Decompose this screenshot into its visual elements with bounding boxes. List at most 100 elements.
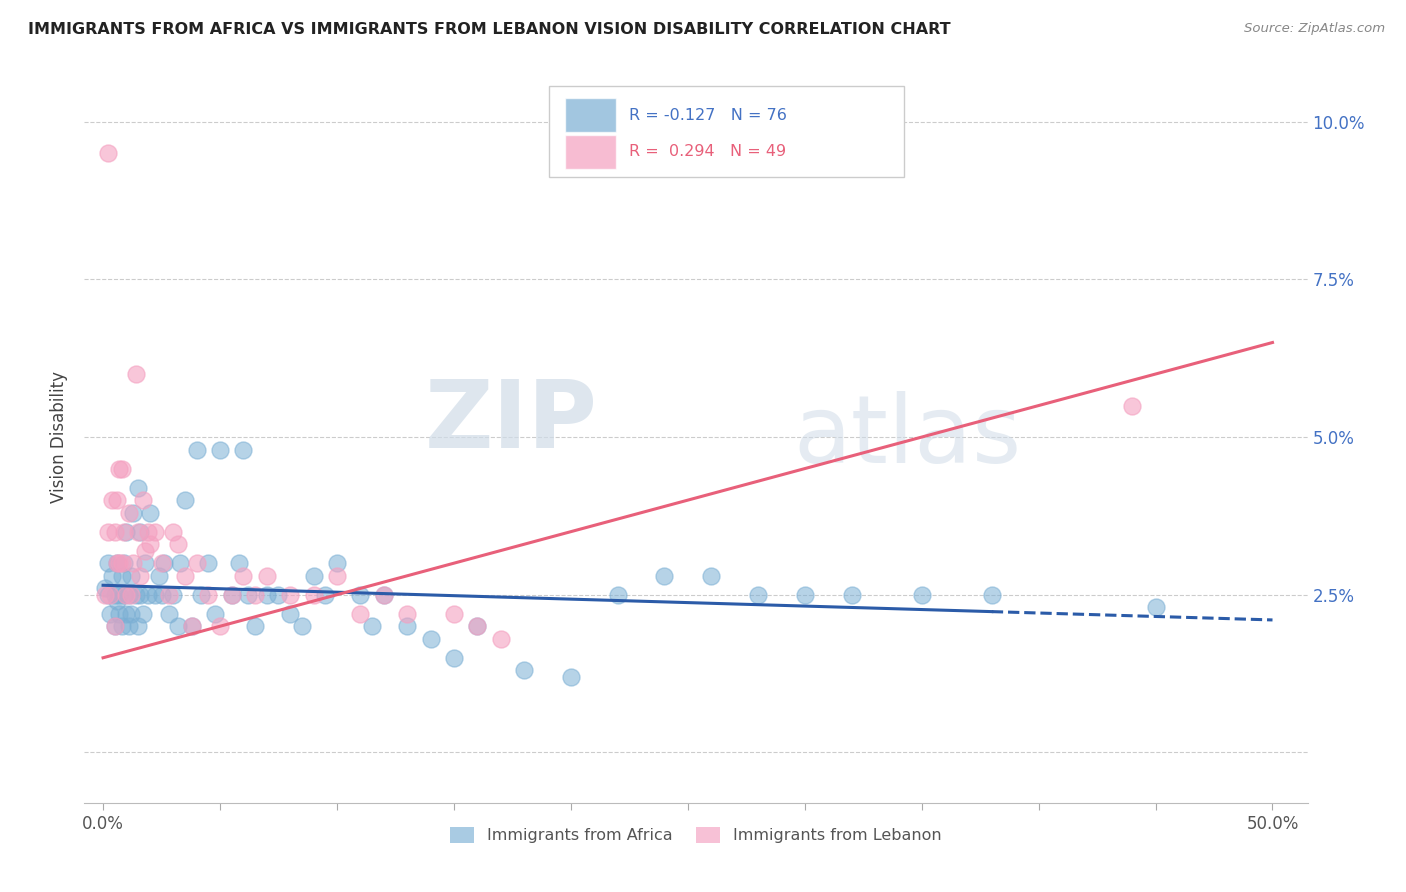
FancyBboxPatch shape: [565, 98, 616, 132]
Point: [153, 556, 176, 570]
Point: [314, 588, 336, 602]
Y-axis label: Vision Disability: Vision Disability: [51, 371, 69, 503]
Point: [148, 569, 170, 583]
Point: [326, 556, 349, 570]
Text: ZIP: ZIP: [425, 376, 598, 468]
Point: [361, 619, 384, 633]
Point: [111, 569, 134, 583]
Point: [127, 619, 149, 633]
Point: [118, 506, 141, 520]
Point: [396, 619, 419, 633]
Point: [373, 588, 395, 602]
Point: [167, 537, 190, 551]
Point: [120, 588, 142, 602]
Point: [291, 619, 314, 633]
Point: [122, 556, 145, 570]
Point: [139, 537, 162, 551]
Point: [256, 588, 278, 602]
Point: [232, 442, 254, 457]
Point: [120, 607, 142, 621]
Point: [911, 588, 934, 602]
Point: [221, 588, 243, 602]
Point: [112, 524, 135, 539]
Point: [94, 582, 117, 596]
Point: [747, 588, 769, 602]
Point: [181, 619, 204, 633]
Point: [513, 664, 536, 678]
FancyBboxPatch shape: [550, 86, 904, 178]
Point: [143, 588, 166, 602]
Point: [349, 588, 371, 602]
Point: [162, 524, 184, 539]
Point: [278, 588, 301, 602]
Point: [208, 619, 231, 633]
Point: [127, 524, 149, 539]
Text: IMMIGRANTS FROM AFRICA VS IMMIGRANTS FROM LEBANON VISION DISABILITY CORRELATION : IMMIGRANTS FROM AFRICA VS IMMIGRANTS FRO…: [28, 22, 950, 37]
Point: [129, 569, 152, 583]
Point: [129, 524, 152, 539]
Point: [97, 588, 120, 602]
Point: [108, 588, 131, 602]
Point: [98, 607, 121, 621]
Point: [221, 588, 243, 602]
Point: [101, 569, 124, 583]
Point: [373, 588, 395, 602]
Point: [174, 493, 197, 508]
Point: [125, 588, 148, 602]
Point: [132, 607, 155, 621]
Point: [98, 588, 121, 602]
Point: [186, 556, 208, 570]
Point: [465, 619, 488, 633]
Point: [104, 619, 127, 633]
Point: [236, 588, 259, 602]
Text: Source: ZipAtlas.com: Source: ZipAtlas.com: [1244, 22, 1385, 36]
Point: [134, 556, 156, 570]
Point: [134, 543, 156, 558]
Point: [197, 588, 219, 602]
Point: [197, 556, 219, 570]
Point: [190, 588, 212, 602]
Point: [267, 588, 290, 602]
Point: [111, 619, 134, 633]
Point: [104, 619, 127, 633]
Point: [157, 588, 180, 602]
Point: [841, 588, 863, 602]
Text: atlas: atlas: [794, 391, 1022, 483]
Point: [105, 493, 128, 508]
Point: [115, 588, 138, 602]
Point: [157, 607, 180, 621]
Point: [112, 556, 135, 570]
Point: [232, 569, 254, 583]
Point: [97, 146, 120, 161]
Text: R =  0.294   N = 49: R = 0.294 N = 49: [628, 145, 786, 160]
Point: [118, 619, 141, 633]
Point: [396, 607, 419, 621]
Point: [111, 461, 134, 475]
Point: [111, 556, 134, 570]
Point: [129, 588, 152, 602]
Point: [793, 588, 815, 602]
Point: [181, 619, 204, 633]
Legend: Immigrants from Africa, Immigrants from Lebanon: Immigrants from Africa, Immigrants from …: [444, 821, 948, 850]
FancyBboxPatch shape: [565, 135, 616, 169]
Point: [97, 524, 120, 539]
Point: [139, 506, 162, 520]
Point: [465, 619, 488, 633]
Point: [349, 607, 371, 621]
Point: [560, 670, 582, 684]
Point: [127, 481, 149, 495]
Point: [169, 556, 191, 570]
Point: [654, 569, 676, 583]
Point: [136, 588, 159, 602]
Point: [162, 588, 184, 602]
Point: [125, 367, 148, 381]
Point: [143, 524, 166, 539]
Point: [120, 569, 142, 583]
Point: [228, 556, 250, 570]
Point: [489, 632, 512, 646]
Point: [419, 632, 441, 646]
Point: [204, 607, 226, 621]
Point: [132, 493, 155, 508]
Point: [108, 556, 131, 570]
Point: [122, 506, 145, 520]
